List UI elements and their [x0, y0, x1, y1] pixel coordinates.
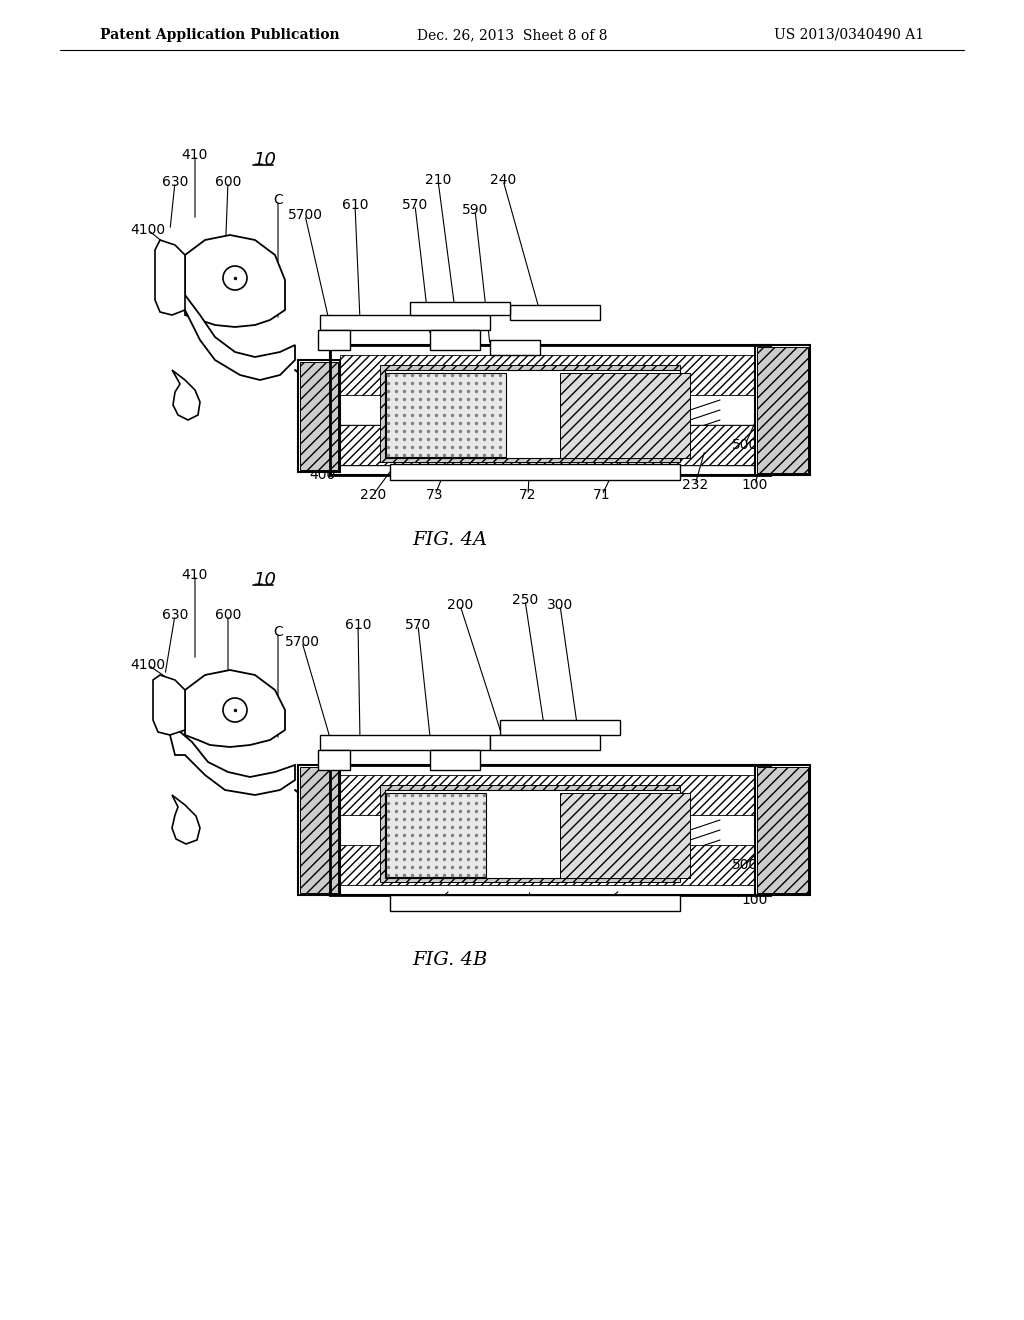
Text: 400: 400: [309, 858, 335, 873]
Polygon shape: [185, 671, 285, 747]
Text: 220: 220: [359, 488, 386, 502]
Text: 410: 410: [182, 568, 208, 582]
Text: 72: 72: [519, 898, 537, 912]
Text: 400: 400: [309, 469, 335, 482]
Polygon shape: [490, 735, 600, 750]
Polygon shape: [430, 750, 480, 770]
Polygon shape: [385, 789, 680, 878]
Circle shape: [223, 267, 247, 290]
Bar: [757, 767, 808, 894]
Text: 232: 232: [682, 478, 709, 492]
Text: C: C: [273, 193, 283, 207]
Polygon shape: [319, 735, 490, 750]
Polygon shape: [410, 302, 510, 315]
Text: 300: 300: [547, 598, 573, 612]
Text: 600: 600: [215, 609, 242, 622]
Text: 210: 210: [425, 173, 452, 187]
Polygon shape: [155, 240, 185, 315]
Circle shape: [223, 698, 247, 722]
Bar: [340, 355, 760, 395]
Text: 4100: 4100: [130, 223, 166, 238]
Text: FIG. 4B: FIG. 4B: [413, 950, 487, 969]
Bar: [386, 793, 486, 876]
Text: 630: 630: [162, 176, 188, 189]
Bar: [340, 845, 760, 884]
Text: Patent Application Publication: Patent Application Publication: [100, 28, 340, 42]
Polygon shape: [330, 345, 770, 475]
Polygon shape: [153, 675, 185, 735]
Polygon shape: [319, 315, 490, 330]
Text: C: C: [273, 624, 283, 639]
Polygon shape: [185, 235, 285, 327]
Polygon shape: [172, 370, 200, 420]
Bar: [560, 793, 690, 878]
Polygon shape: [390, 465, 680, 480]
Bar: [380, 785, 680, 882]
Text: 240: 240: [489, 173, 516, 187]
Bar: [380, 366, 680, 462]
Text: 71: 71: [593, 898, 610, 912]
Polygon shape: [298, 360, 340, 473]
Text: 5700: 5700: [288, 209, 323, 222]
Bar: [560, 374, 690, 458]
Text: FIG. 4A: FIG. 4A: [413, 531, 487, 549]
Text: 500: 500: [732, 438, 758, 451]
Text: 610: 610: [345, 618, 372, 632]
Text: 72: 72: [519, 488, 537, 502]
Text: 410: 410: [182, 148, 208, 162]
Polygon shape: [500, 719, 620, 735]
Polygon shape: [318, 330, 350, 350]
Polygon shape: [298, 766, 340, 895]
Polygon shape: [390, 895, 680, 911]
Text: 73: 73: [426, 898, 443, 912]
Polygon shape: [340, 425, 760, 465]
Text: 630: 630: [162, 609, 188, 622]
Bar: [330, 766, 770, 895]
Polygon shape: [175, 294, 295, 380]
Text: 500: 500: [732, 858, 758, 873]
Text: 73: 73: [426, 488, 443, 502]
Text: 570: 570: [404, 618, 431, 632]
Bar: [300, 362, 338, 470]
Bar: [330, 345, 770, 475]
Text: 71: 71: [593, 488, 610, 502]
Text: 570: 570: [401, 198, 428, 213]
Polygon shape: [172, 795, 200, 843]
Polygon shape: [330, 766, 770, 895]
Text: 4100: 4100: [130, 657, 166, 672]
Text: 5700: 5700: [285, 635, 319, 649]
Text: Dec. 26, 2013  Sheet 8 of 8: Dec. 26, 2013 Sheet 8 of 8: [417, 28, 607, 42]
Text: US 2013/0340490 A1: US 2013/0340490 A1: [774, 28, 924, 42]
Text: 590: 590: [462, 203, 488, 216]
Bar: [386, 374, 506, 457]
Bar: [340, 775, 760, 814]
Polygon shape: [165, 715, 295, 795]
Bar: [757, 347, 808, 473]
Bar: [340, 425, 760, 465]
Text: 100: 100: [741, 894, 768, 907]
Bar: [300, 767, 338, 894]
Text: 250: 250: [512, 593, 539, 607]
Polygon shape: [510, 305, 600, 319]
Polygon shape: [385, 370, 680, 458]
Polygon shape: [430, 330, 480, 350]
Text: 10: 10: [253, 150, 276, 169]
Polygon shape: [755, 345, 810, 475]
Text: 100: 100: [741, 478, 768, 492]
Polygon shape: [490, 341, 540, 355]
Text: 200: 200: [446, 598, 473, 612]
Text: 610: 610: [342, 198, 369, 213]
Text: 600: 600: [215, 176, 242, 189]
Polygon shape: [755, 766, 810, 895]
Text: 10: 10: [253, 572, 276, 589]
Polygon shape: [318, 750, 350, 770]
